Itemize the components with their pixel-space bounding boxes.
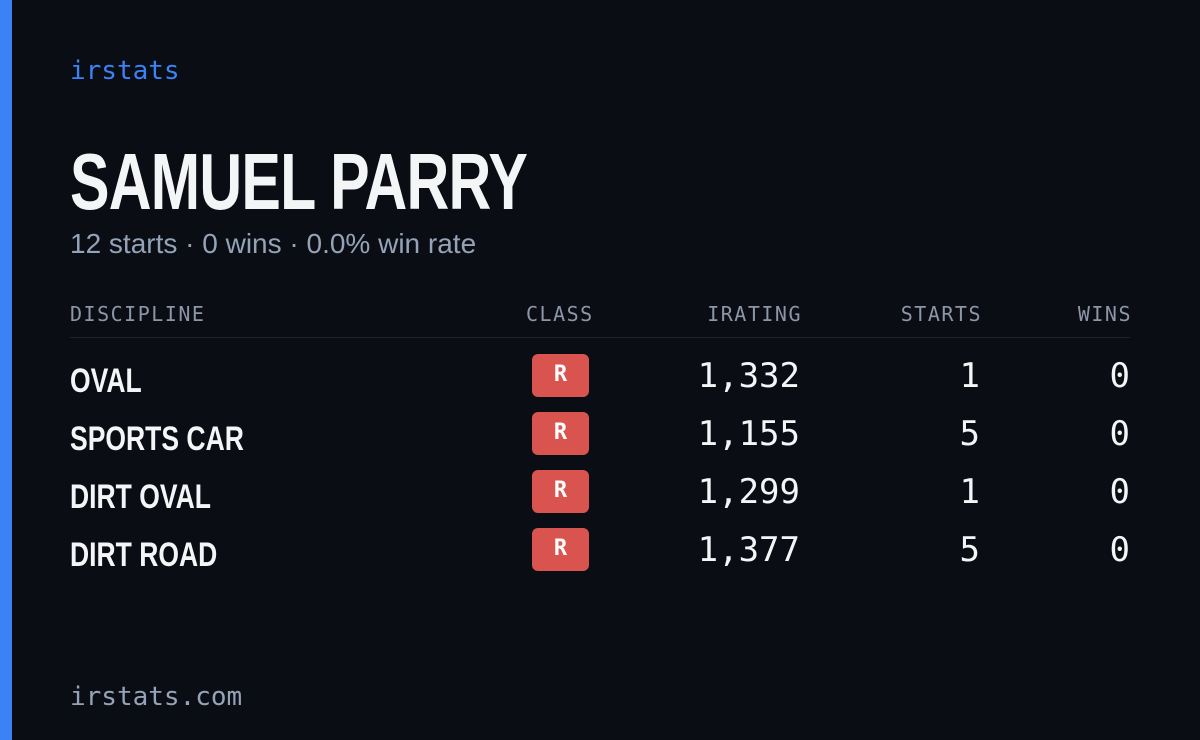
irating-value: 1,155 [697, 414, 800, 454]
accent-bar [0, 0, 12, 740]
column-header: STARTS [900, 302, 982, 326]
class-badge: R [532, 528, 589, 571]
footer-link: irstats.com [70, 682, 243, 712]
wins-value: 0 [1109, 530, 1130, 570]
driver-name: SAMUEL PARRY [70, 137, 528, 226]
class-badge: R [532, 470, 589, 513]
discipline: DIRT OVAL [70, 478, 211, 516]
discipline: OVAL [70, 362, 142, 400]
irating-value: 1,377 [697, 530, 800, 570]
irating-value: 1,332 [697, 356, 800, 396]
column-header: DISCIPLINE [70, 302, 206, 326]
discipline: DIRT ROAD [70, 536, 218, 574]
brand: irstats [70, 56, 180, 86]
class-badge: R [532, 354, 589, 397]
starts-value: 1 [959, 472, 980, 512]
wins-value: 0 [1109, 472, 1130, 512]
column-header: WINS [1077, 302, 1132, 326]
column-header: IRATING [707, 302, 802, 326]
summary: 12 starts · 0 wins · 0.0% win rate [70, 228, 477, 259]
starts-value: 1 [959, 356, 980, 396]
divider [70, 337, 1130, 338]
starts-value: 5 [959, 530, 980, 570]
discipline: SPORTS CAR [70, 420, 244, 458]
wins-value: 0 [1109, 356, 1130, 396]
wins-value: 0 [1109, 414, 1130, 454]
irating-value: 1,299 [697, 472, 800, 512]
class-badge: R [532, 412, 589, 455]
column-header: CLASS [526, 302, 594, 326]
starts-value: 5 [959, 414, 980, 454]
